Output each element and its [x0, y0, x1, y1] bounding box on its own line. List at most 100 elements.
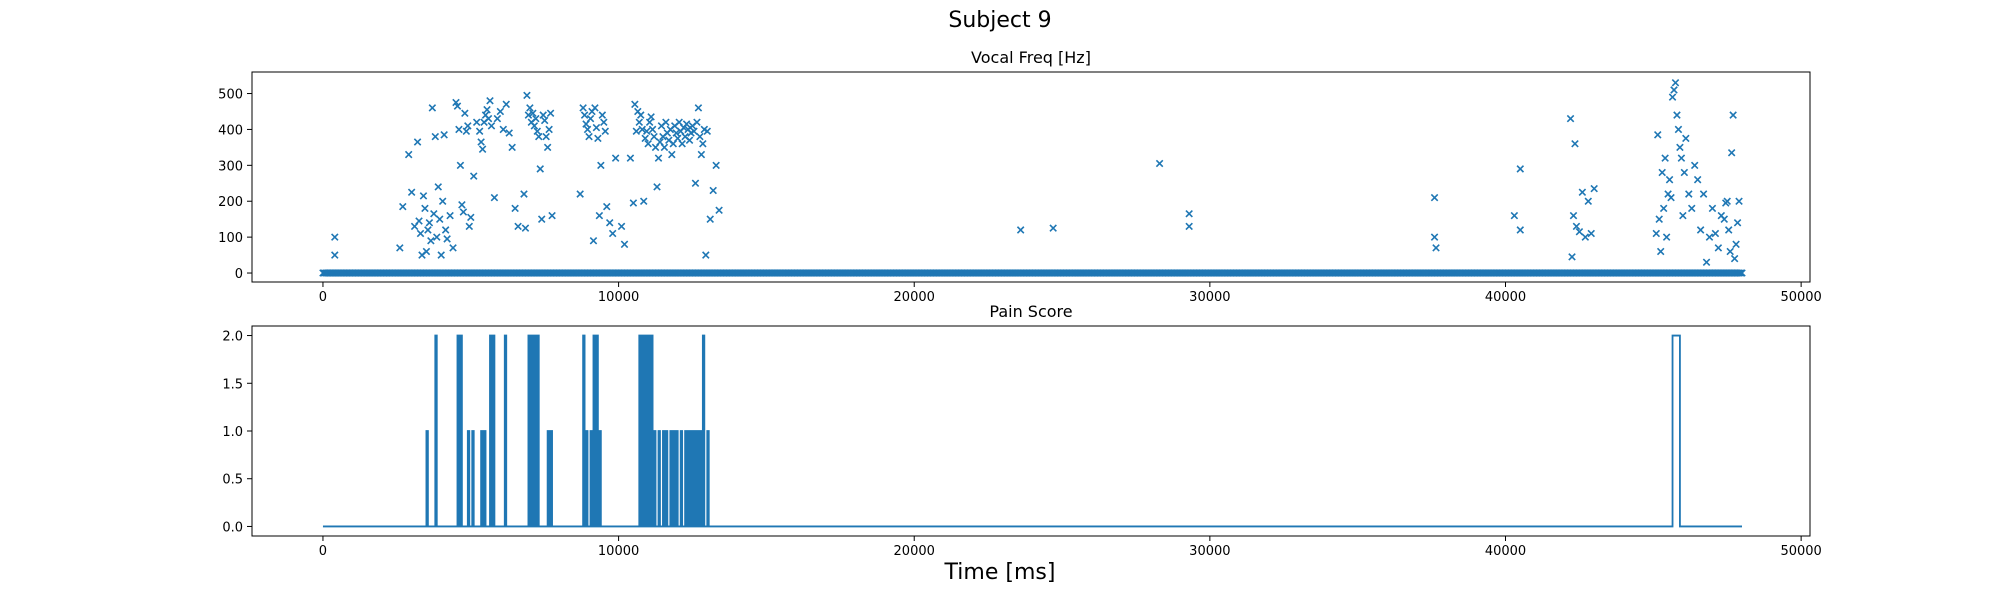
vocal-freq-xtick-label: 30000 — [1189, 290, 1230, 305]
bottom-axes-title: Pain Score — [989, 302, 1073, 321]
scatter-point — [1430, 233, 1439, 241]
pain-score-xtick-label: 50000 — [1780, 544, 1821, 559]
vocal-freq-ytick-label: 300 — [218, 159, 243, 174]
scatter-point — [1724, 226, 1733, 234]
scatter-point — [697, 150, 706, 159]
scatter-point — [1680, 168, 1689, 177]
scatter-point — [540, 116, 549, 125]
scatter-point — [496, 107, 505, 116]
scatter-point — [1658, 168, 1666, 177]
scatter-point — [1652, 229, 1661, 238]
scatter-point — [712, 161, 720, 170]
scatter-point — [682, 120, 691, 128]
scatter-point — [635, 118, 644, 127]
scatter-point — [629, 199, 638, 207]
scatter-point — [668, 150, 676, 159]
scatter-point — [594, 134, 602, 143]
scatter-point — [530, 122, 539, 130]
scatter-point — [422, 247, 431, 256]
scatter-point — [508, 143, 516, 152]
scatter-point — [453, 102, 462, 110]
scatter-point — [1653, 131, 1662, 139]
figure-suptitle: Subject 9 — [948, 8, 1052, 33]
scatter-point — [1699, 190, 1708, 198]
scatter-point — [465, 222, 474, 231]
vocal-freq-ytick-label: 500 — [218, 88, 243, 103]
scatter-point — [462, 127, 471, 135]
scatter-point — [690, 127, 698, 135]
scatter-point — [1516, 226, 1525, 234]
scatter-point — [591, 104, 599, 112]
scatter-point — [431, 132, 440, 141]
scatter-point — [511, 204, 519, 213]
scatter-point — [1682, 134, 1690, 143]
scatter-point — [523, 91, 531, 100]
scatter-point — [660, 143, 669, 152]
scatter-point — [620, 240, 629, 249]
scatter-point — [583, 125, 592, 134]
scatter-point — [520, 190, 528, 198]
scatter-point — [1571, 140, 1579, 148]
scatter-point — [654, 154, 663, 162]
scatter-point — [1708, 204, 1717, 213]
scatter-point — [472, 118, 481, 127]
scatter-point — [548, 211, 556, 220]
scatter-point — [1676, 143, 1684, 152]
scatter-point — [1690, 161, 1699, 170]
scatter-point — [526, 104, 534, 112]
vocal-freq-ytick-label: 400 — [218, 123, 243, 138]
scatter-point — [1665, 175, 1674, 184]
scatter-point — [1581, 233, 1590, 241]
vocal-freq-xtick-label: 50000 — [1780, 290, 1821, 305]
scatter-point — [524, 111, 533, 119]
scatter-point — [650, 132, 658, 141]
scatter-point — [1729, 111, 1737, 119]
scatter-point — [709, 186, 717, 195]
scatter-point — [605, 219, 614, 227]
scatter-point — [428, 104, 437, 112]
scatter-point — [1730, 254, 1739, 263]
baseline-point — [1738, 269, 1746, 277]
scatter-point — [1590, 184, 1598, 193]
x-axis-label: Time [ms] — [944, 560, 1056, 585]
scatter-point — [535, 132, 543, 141]
pain-score-ytick-label: 1.0 — [222, 425, 243, 440]
vocal-freq-ytick-label: 200 — [218, 195, 243, 210]
baseline-point — [1735, 269, 1743, 277]
scatter-point — [533, 127, 542, 135]
scatter-point — [580, 111, 589, 119]
scatter-point — [493, 114, 502, 123]
scatter-point — [1668, 93, 1677, 101]
scatter-point — [1714, 244, 1723, 252]
scatter-point — [440, 131, 448, 139]
scatter-point — [1516, 165, 1525, 173]
scatter-point — [645, 118, 654, 127]
pain-score-ytick-label: 0.5 — [222, 473, 243, 488]
scatter-point — [438, 197, 447, 205]
vocal-freq-xtick-label: 10000 — [598, 290, 639, 305]
scatter-point — [703, 127, 712, 135]
vocal-freq-xtick-label: 40000 — [1485, 290, 1526, 305]
scatter-point — [521, 224, 530, 232]
scatter-point — [425, 219, 434, 227]
pain-score-xtick-label: 20000 — [894, 544, 935, 559]
scatter-point — [469, 172, 478, 180]
scatter-point — [1711, 229, 1720, 238]
scatter-point — [1185, 210, 1193, 218]
scatter-point — [1693, 175, 1702, 184]
scatter-point — [691, 179, 700, 188]
scatter-point — [702, 251, 710, 259]
scatter-point — [639, 197, 648, 205]
scatter-point — [1568, 253, 1576, 261]
scatter-point — [589, 236, 598, 245]
scatter-point — [1732, 240, 1740, 249]
scatter-point — [586, 114, 595, 123]
vocal-freq-frame — [251, 71, 1811, 283]
scatter-point — [1727, 149, 1736, 157]
scatter-point — [545, 125, 553, 134]
scatter-point — [532, 114, 540, 123]
scatter-point — [1733, 219, 1742, 227]
scatter-point — [427, 236, 435, 245]
scatter-point — [1659, 204, 1668, 213]
scatter-point — [1584, 197, 1593, 205]
